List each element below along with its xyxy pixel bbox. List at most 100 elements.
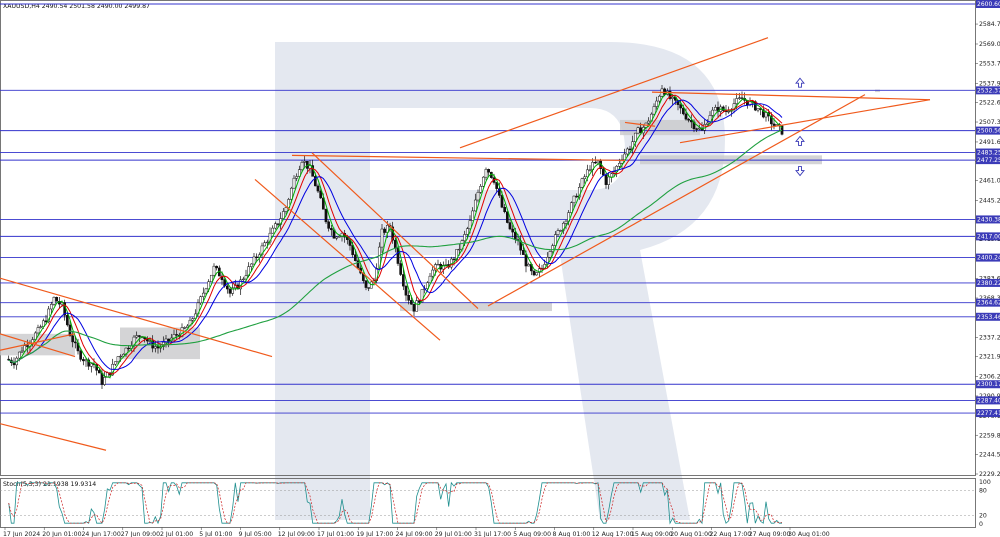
candle-body	[263, 242, 267, 247]
candle-body	[241, 278, 245, 281]
candle-body	[484, 169, 488, 178]
candle-body	[532, 270, 536, 276]
candle-body	[135, 335, 139, 338]
ma-slow-line	[8, 99, 783, 370]
candle-body	[273, 223, 277, 229]
candle-body	[764, 112, 768, 118]
price-tick-label: 2522.65	[979, 100, 1000, 107]
candle-body	[255, 256, 259, 258]
trendline	[254, 178, 441, 341]
price-level-label: 2483.25	[977, 150, 1000, 157]
candle-body	[383, 228, 387, 233]
candle-body	[265, 241, 269, 244]
candle-body	[412, 303, 416, 312]
candle-body	[284, 207, 288, 212]
candle-body	[655, 100, 659, 107]
trendline	[0, 333, 76, 358]
candle-body	[25, 345, 29, 347]
candle-body	[511, 228, 515, 233]
candle-body	[420, 289, 424, 303]
candle-body	[404, 285, 408, 296]
candle-body	[471, 210, 475, 221]
candle-body	[620, 159, 624, 164]
candle-body	[695, 128, 699, 130]
date-tick-label: 12 Aug 17:00	[592, 531, 634, 537]
candle-body	[81, 359, 85, 362]
candle-body	[175, 334, 179, 336]
candle-body	[183, 327, 187, 329]
candle-body	[609, 173, 613, 178]
candle-body	[207, 281, 211, 290]
trendline	[311, 152, 479, 309]
price-tick-label: 2229.25	[979, 471, 1000, 478]
candle-body	[473, 199, 477, 212]
candle-body	[671, 96, 675, 99]
candle-body	[553, 234, 557, 246]
candle-body	[39, 326, 43, 328]
price-level-label: 2417.00	[977, 233, 1000, 240]
candle-body	[639, 127, 643, 134]
price-level-label: 2364.62	[977, 300, 1000, 307]
candle-body	[297, 169, 301, 177]
candle-body	[409, 300, 413, 305]
symbol-title: XAUUSD,H4 2490.54 2501.58 2490.00 2499.8…	[3, 3, 150, 10]
candle-body	[508, 222, 512, 230]
price-tick-label: 2584.75	[979, 21, 1000, 28]
candle-body	[116, 356, 120, 362]
candle-body	[735, 98, 739, 104]
watermark-logo	[275, 42, 725, 520]
candle-body	[623, 153, 627, 160]
price-level-box	[976, 148, 1000, 157]
candle-body	[335, 236, 339, 239]
price-level-box	[976, 232, 1000, 241]
candle-body	[681, 107, 685, 115]
candle-body	[564, 220, 568, 224]
candle-body	[663, 88, 667, 95]
candle-body	[47, 308, 51, 323]
candle-body	[295, 176, 299, 179]
date-tick-label: 19 Jul 17:00	[356, 531, 393, 537]
candle-body	[49, 304, 53, 310]
date-tick-label: 27 Jun 09:00	[121, 531, 160, 537]
candle-body	[607, 176, 611, 185]
candle-body	[668, 90, 672, 99]
candle-body	[633, 132, 637, 142]
candle-body	[684, 113, 688, 120]
candle-body	[407, 294, 411, 301]
candle-body	[71, 335, 75, 343]
candle-body	[687, 118, 691, 121]
price-tick-label: 2445.25	[979, 198, 1000, 205]
candle-body	[535, 272, 539, 276]
date-tick-label: 31 Jul 17:00	[474, 531, 511, 537]
candle-body	[580, 178, 584, 188]
candle-body	[457, 248, 461, 251]
price-level-label: 2430.38	[977, 216, 1000, 223]
stoch-tick-label: 80	[979, 487, 987, 494]
candle-body	[399, 263, 403, 275]
trendline	[624, 121, 656, 127]
candle-body	[559, 230, 563, 232]
candle-body	[300, 162, 304, 170]
date-tick-label: 27 Aug 09:00	[749, 531, 791, 537]
price-tick-label: 2491.60	[979, 139, 1000, 146]
candle-body	[367, 287, 371, 289]
candle-body	[772, 123, 776, 126]
arrow-up-icon	[795, 77, 805, 88]
candle-body	[319, 190, 323, 199]
date-tick-label: 9 Jul 05:00	[239, 531, 272, 537]
candle-body	[17, 351, 21, 359]
trendline	[0, 423, 107, 451]
candle-body	[249, 263, 253, 267]
candle-body	[455, 249, 459, 261]
support-zone	[875, 89, 880, 93]
price-tick-label: 2461.00	[979, 178, 1000, 185]
candle-body	[356, 260, 360, 269]
price-level-box	[976, 253, 1000, 262]
date-tick-label: 20 Aug 01:00	[670, 531, 712, 537]
candle-body	[583, 176, 587, 180]
candle-body	[572, 195, 576, 203]
ma-long-line	[8, 129, 783, 364]
candle-body	[329, 228, 333, 231]
price-level-box	[976, 298, 1000, 307]
date-tick-label: 2 Jul 01:00	[160, 531, 193, 537]
